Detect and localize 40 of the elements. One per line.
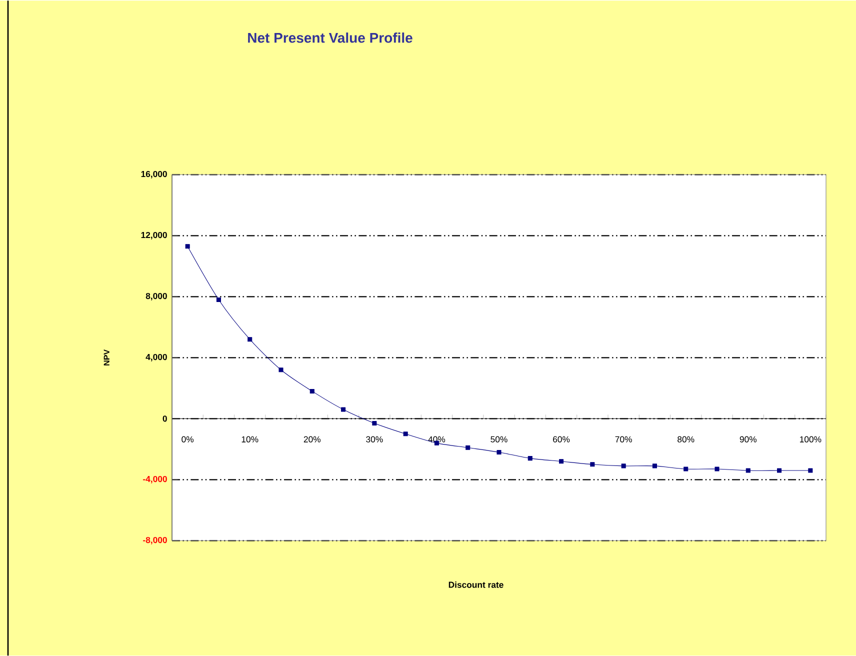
y-tick-label: -8,000: [143, 536, 167, 544]
x-tick-label: 30%: [366, 436, 383, 442]
point: [590, 462, 595, 467]
point: [559, 458, 564, 464]
point: [808, 468, 813, 473]
x-tick-label: 0%: [182, 436, 194, 442]
x-tick-label: 60%: [553, 436, 570, 442]
x-tick-label: 70%: [615, 436, 632, 442]
x-tick-label: 100%: [800, 436, 822, 442]
point: [684, 466, 688, 472]
point: [496, 450, 502, 454]
point: [216, 297, 221, 302]
point: [528, 456, 532, 460]
x-tick-label: 20%: [304, 436, 320, 442]
x-tick-label: 80%: [678, 436, 694, 442]
x-axis-title: Discount rate: [448, 581, 504, 588]
x-tick-label: 10%: [242, 436, 258, 442]
y-axis-title: NPV: [104, 349, 110, 366]
point: [310, 388, 314, 394]
y-tick-label: 4,000: [146, 354, 167, 362]
point: [466, 445, 470, 450]
x-tick-label: 90%: [740, 436, 756, 442]
chart-title: Net Present Value Profile: [248, 32, 412, 43]
y-tick-label: 0: [162, 415, 167, 422]
point: [777, 468, 782, 473]
point: [621, 464, 626, 468]
point: [185, 244, 190, 248]
point: [341, 407, 346, 412]
point: [372, 420, 377, 426]
point: [278, 367, 284, 372]
y-tick-label: 16,000: [141, 170, 167, 178]
point: [714, 466, 720, 472]
point: [652, 464, 657, 468]
y-tick-label: 12,000: [141, 232, 167, 240]
point: [746, 468, 750, 473]
point: [403, 431, 408, 436]
y-tick-label: -4,000: [143, 476, 167, 484]
y-tick-label: 8,000: [146, 292, 167, 300]
x-tick-label: 50%: [490, 436, 508, 442]
point: [248, 336, 252, 342]
